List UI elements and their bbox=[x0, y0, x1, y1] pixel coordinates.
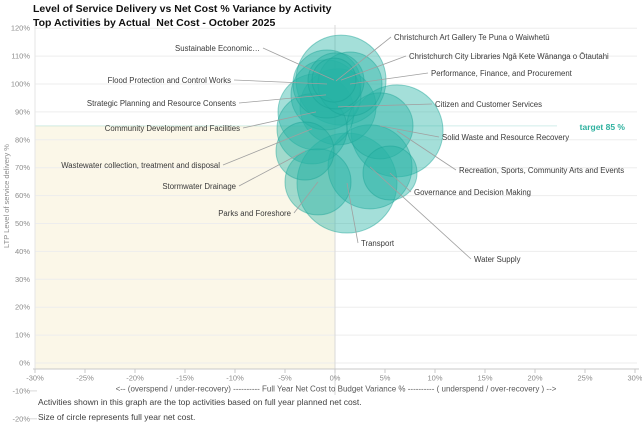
bubble-label: Strategic Planning and Resource Consents bbox=[87, 99, 236, 108]
x-tick-label: -30% bbox=[26, 374, 44, 383]
x-tick-label: -15% bbox=[176, 374, 194, 383]
leader-line bbox=[340, 55, 407, 81]
bubble-label: Wastewater collection, treatment and dis… bbox=[61, 161, 220, 170]
bubble-label: Citizen and Customer Services bbox=[435, 100, 542, 109]
leader-line bbox=[396, 130, 457, 171]
y-tick-label: -10% bbox=[12, 386, 30, 395]
leader-line bbox=[337, 103, 433, 108]
x-tick-label: 0% bbox=[330, 374, 341, 383]
chart-subtitle: Top Activities by Actual Net Cost - Octo… bbox=[33, 17, 276, 29]
bubble-label: Stormwater Drainage bbox=[162, 182, 236, 191]
target-label: target 85 % bbox=[580, 122, 626, 132]
x-tick-label: 15% bbox=[477, 374, 492, 383]
leader-line bbox=[238, 150, 306, 187]
bubble-label: Christchurch Art Gallery Te Puna o Waiwh… bbox=[394, 33, 550, 42]
x-tick-label: -5% bbox=[278, 374, 292, 383]
leader-line bbox=[293, 181, 319, 214]
y-axis-title: LTP Level of service delivery % bbox=[2, 144, 11, 248]
x-axis-title: <-- (overspend / under-recovery) -------… bbox=[116, 385, 557, 394]
chart-title: Level of Service Delivery vs Net Cost % … bbox=[33, 3, 332, 15]
bubble-label: Performance, Finance, and Procurement bbox=[431, 69, 573, 78]
x-tick-label: 30% bbox=[627, 374, 642, 383]
y-tick-label: 0% bbox=[19, 359, 30, 368]
leader-line bbox=[379, 125, 440, 138]
x-tick-label: 20% bbox=[527, 374, 542, 383]
y-tick-label: 80% bbox=[15, 135, 30, 144]
bubble-label: Parks and Foreshore bbox=[218, 209, 291, 218]
bubble-label: Transport bbox=[361, 239, 395, 248]
x-tick-label: 25% bbox=[577, 374, 592, 383]
leader-line bbox=[349, 72, 429, 85]
leader-line bbox=[346, 182, 359, 244]
y-tick-label: 90% bbox=[15, 107, 30, 116]
x-tick-label: -20% bbox=[126, 374, 144, 383]
bubble-label: Solid Waste and Resource Recovery bbox=[442, 133, 569, 142]
leader-line bbox=[238, 94, 327, 104]
bubble-label: Governance and Decision Making bbox=[414, 188, 531, 197]
leader-line bbox=[335, 36, 392, 82]
bubble-label: Sustainable Economic… bbox=[175, 44, 260, 53]
leader-line bbox=[222, 128, 313, 166]
footnote-1: Activities shown in this graph are the t… bbox=[38, 397, 362, 407]
shaded-quadrant bbox=[35, 125, 335, 369]
y-tick-label: 100% bbox=[11, 80, 31, 89]
x-tick-label: -10% bbox=[226, 374, 244, 383]
x-tick-label: -25% bbox=[76, 374, 94, 383]
x-tick-label: 10% bbox=[427, 374, 442, 383]
bubble-label: Water Supply bbox=[474, 255, 521, 264]
y-tick-label: 120% bbox=[11, 24, 31, 33]
bubble-label: Community Development and Facilities bbox=[105, 124, 240, 133]
y-tick-label: 50% bbox=[15, 219, 30, 228]
leader-line bbox=[233, 79, 328, 85]
y-tick-label: 70% bbox=[15, 163, 30, 172]
y-tick-label: 60% bbox=[15, 191, 30, 200]
y-tick-label: 10% bbox=[15, 331, 30, 340]
x-tick-label: 5% bbox=[380, 374, 391, 383]
y-tick-label: 110% bbox=[11, 52, 30, 61]
y-tick-label: 30% bbox=[15, 275, 30, 284]
leader-line bbox=[262, 47, 335, 81]
leader-line bbox=[389, 172, 412, 193]
bubble-label: Flood Protection and Control Works bbox=[108, 76, 231, 85]
leader-line bbox=[242, 111, 317, 129]
footnote-2: Size of circle represents full year net … bbox=[38, 412, 196, 422]
bubble-label: Christchurch City Libraries Ngā Kete Wān… bbox=[409, 52, 609, 61]
leader-line bbox=[369, 166, 472, 260]
y-tick-label: -20% bbox=[12, 414, 30, 423]
bubble-label: Recreation, Sports, Community Arts and E… bbox=[459, 166, 624, 175]
y-tick-label: 40% bbox=[15, 247, 30, 256]
y-tick-label: 20% bbox=[15, 303, 30, 312]
